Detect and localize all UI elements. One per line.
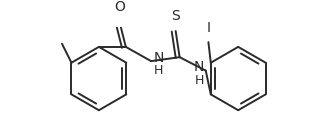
Text: N: N — [154, 51, 164, 65]
Text: H: H — [154, 64, 163, 77]
Text: H: H — [195, 74, 204, 87]
Text: S: S — [171, 9, 180, 23]
Text: I: I — [206, 21, 210, 35]
Text: O: O — [114, 0, 125, 14]
Text: N: N — [194, 60, 204, 74]
